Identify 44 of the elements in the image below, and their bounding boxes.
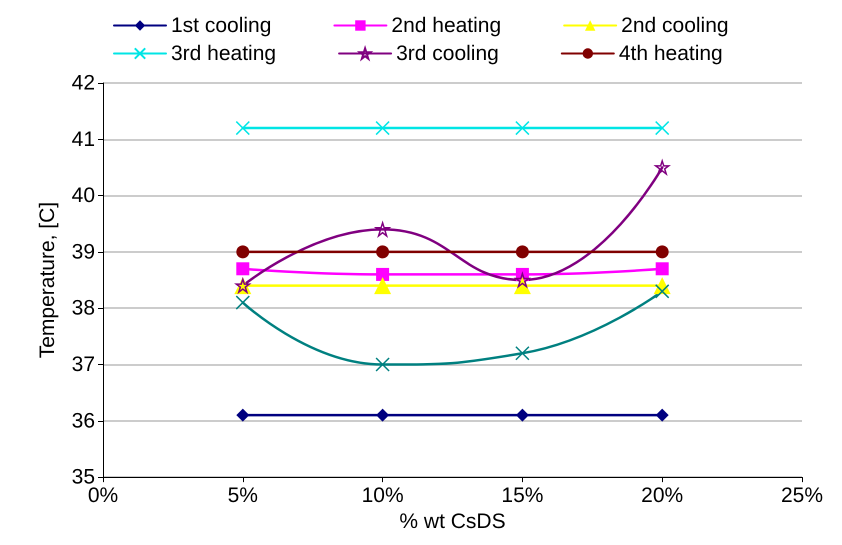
point: [516, 245, 529, 258]
y-axis-title: Temperature, [C]: [36, 202, 59, 358]
point: [515, 272, 530, 288]
point: [375, 120, 390, 136]
point: [236, 295, 250, 310]
x-tick-label: 10%: [362, 484, 404, 508]
x-tick-label: 15%: [501, 484, 544, 508]
x-tick-label: 20%: [641, 484, 684, 508]
y-tick-label: 42: [72, 72, 95, 94]
point: [375, 222, 390, 237]
x-axis-title: % wt CsDS: [399, 510, 506, 533]
point: [376, 245, 390, 258]
point: [236, 120, 250, 136]
legend-label: 1st cooling: [171, 14, 272, 37]
point: [236, 408, 250, 422]
point: [656, 408, 669, 422]
legend-label: 2nd heating: [391, 14, 502, 37]
point: [654, 160, 670, 175]
point: [376, 268, 390, 281]
x-tick-label: 25%: [780, 484, 824, 508]
point: [656, 245, 669, 258]
legend-label: 2nd cooling: [621, 14, 729, 37]
x-tick-label: 0%: [88, 484, 118, 508]
y-tick-label: 39: [72, 240, 95, 264]
point: [515, 120, 530, 136]
point: [376, 408, 390, 422]
x-tick-label: 5%: [228, 484, 258, 508]
point: [374, 277, 392, 294]
legend-label: 3rd cooling: [396, 42, 499, 65]
y-tick-label: 41: [72, 128, 95, 151]
point: [516, 408, 529, 422]
point: [654, 284, 670, 299]
point: [236, 245, 250, 258]
point: [375, 357, 390, 372]
y-tick-label: 40: [72, 184, 95, 208]
y-tick-label: 36: [72, 409, 95, 432]
point: [656, 262, 669, 276]
point: [236, 262, 250, 276]
legend-label: 3rd heating: [171, 42, 276, 65]
point: [515, 346, 530, 360]
y-tick-label: 38: [72, 296, 95, 320]
point: [654, 120, 670, 136]
y-tick-label: 37: [72, 353, 95, 376]
legend-label: 4th heating: [618, 42, 723, 65]
